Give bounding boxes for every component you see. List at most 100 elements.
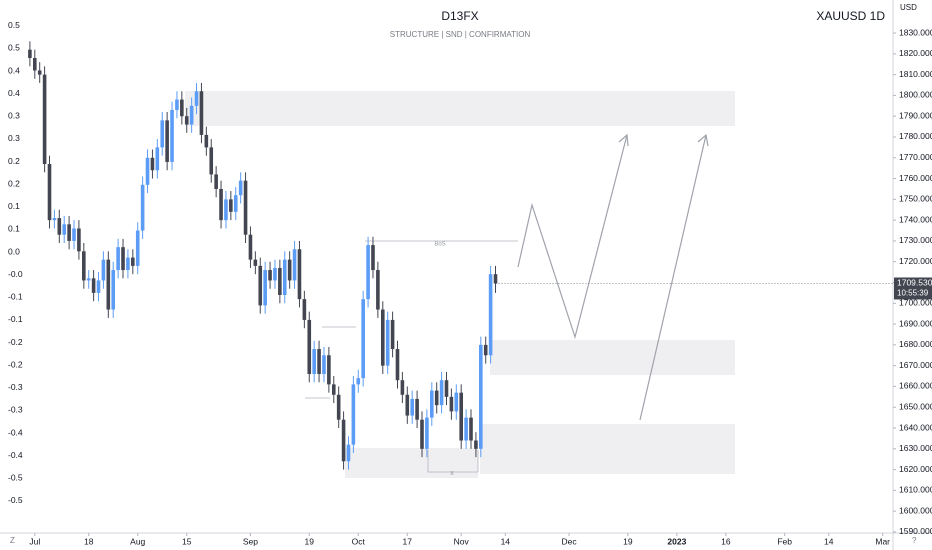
candle-body [351,384,356,445]
candle-body [312,349,316,374]
x-tick-label: Oct [352,536,366,546]
candle-body [405,394,410,416]
y-tick-label: 1740.000 [899,214,932,224]
candle-body [469,417,473,441]
candle-body [376,270,380,310]
y-tick-label: 1590.000 [899,526,932,536]
countdown: 10:55:39 [897,289,929,298]
projection-arrow [517,134,628,340]
y-tick-label: 1780.000 [899,131,932,141]
y2-tick-label: -0.1 [8,292,23,302]
candle-body [126,257,130,271]
candle-body [155,147,160,171]
candle-body [101,259,106,281]
candle-body [415,398,419,420]
candle-body [263,270,267,306]
candle-body [464,417,468,441]
y2-tick-label: 0.3 [8,133,20,143]
candle-body [366,245,370,300]
candle-body [150,157,155,171]
y2-tick-label: -0.3 [8,405,23,415]
candle-body [425,417,429,449]
candle-body [199,91,204,135]
y2-tick-label: 0.0 [8,246,20,256]
candle-body [28,49,32,58]
candle-body [278,267,282,295]
candle-body [479,344,483,449]
candle-body [243,180,248,235]
candle-body [317,349,321,374]
x-tick-label: Feb [777,536,792,546]
annotation: x [450,470,454,477]
y-tick-label: 1680.000 [899,339,932,349]
candle-body [86,278,91,281]
chart-subtitle: STRUCTURE | SND | CONFIRMATION [390,30,531,39]
y-tick-label: 1720.000 [899,256,932,266]
y-tick-label: 1640.000 [899,422,932,432]
candle-body [189,105,194,125]
candle-body [483,344,488,356]
y2-tick-label: -0.4 [8,427,23,437]
candle-body [145,157,150,185]
y-tick-label: 1600.000 [899,505,932,515]
candle-body [336,394,341,420]
candle-body [361,299,365,379]
candle-body [121,247,125,271]
annotation: BoS [434,242,445,248]
candle-body [175,99,179,110]
candle-body [229,199,233,212]
x-tick-label: Dec [561,536,577,546]
candle-body [106,259,111,310]
y2-tick-label: -0.2 [8,337,23,347]
candle-body [209,147,214,175]
y2-tick-label: 0.4 [8,88,20,98]
demand-zone [490,340,735,375]
last-price-label: 1709.530 [897,278,932,288]
demand-zone [480,424,735,474]
candle-body [439,380,444,406]
demand-zone [345,448,478,478]
candle-body [248,234,253,260]
candle-body [135,230,140,266]
candle-body [385,319,390,366]
y-tick-label: 1610.000 [899,485,932,495]
candle-body [32,57,37,71]
icon[interactable]: ? [912,536,917,545]
candle-body [488,274,493,356]
candle-body [47,164,52,221]
candle-body [459,392,464,441]
y-tick-label: 1660.000 [899,381,932,391]
candle-body [410,398,414,416]
y-tick-label: 1800.000 [899,90,932,100]
candle-body [307,319,312,374]
candle-body [444,380,449,397]
candle-body [297,249,302,300]
candle-body [434,390,439,406]
y2-tick-label: 0.2 [8,156,20,166]
x-tick-label: Nov [454,536,470,546]
y2-tick-label: 0.2 [8,178,20,188]
candle-body [429,390,434,418]
x-tick-label: 18 [84,536,94,546]
x-tick-label: 19 [305,536,315,546]
candle-body [204,134,209,148]
y-tick-label: 1730.000 [899,235,932,245]
candle-body [116,247,120,271]
candle-body [67,224,71,241]
candle-body [52,218,57,221]
y-tick-label: 1770.000 [899,152,932,162]
y2-tick-label: 0.5 [8,43,20,53]
candle-body [194,91,199,106]
candle-body [72,228,76,241]
candle-body [287,259,292,281]
candle-body [322,355,326,374]
candle-body [57,218,62,235]
y2-tick-label: 0.4 [8,65,20,75]
currency: USD [900,3,917,12]
x-tick-label: Aug [130,536,145,546]
candle-body [331,384,336,395]
icon[interactable]: Z [10,536,15,545]
candle-body [346,444,351,462]
candle-body [390,319,395,350]
symbol: XAUUSD 1D [816,9,885,23]
